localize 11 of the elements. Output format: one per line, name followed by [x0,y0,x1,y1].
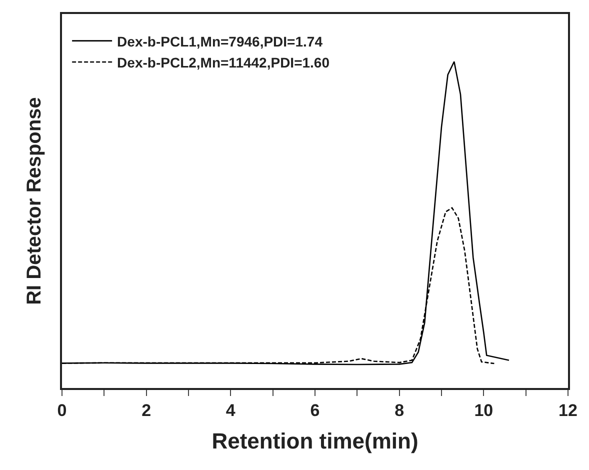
x-tick-label: 0 [57,401,67,420]
x-tick-label: 6 [310,401,320,420]
y-axis-title: RI Detector Response [23,97,46,305]
legend-label: Dex-b-PCL1,Mn=7946,PDI=1.74 [117,33,323,50]
legend-label: Dex-b-PCL2,Mn=11442,PDI=1.60 [117,54,330,70]
x-axis-title: Retention time(min) [212,428,418,454]
x-tick-label: 2 [142,401,152,420]
x-tick-label: 8 [394,401,404,420]
x-tick-label: 12 [558,401,578,420]
x-tick-label: 4 [226,401,236,420]
x-tick-label: 10 [474,401,494,420]
